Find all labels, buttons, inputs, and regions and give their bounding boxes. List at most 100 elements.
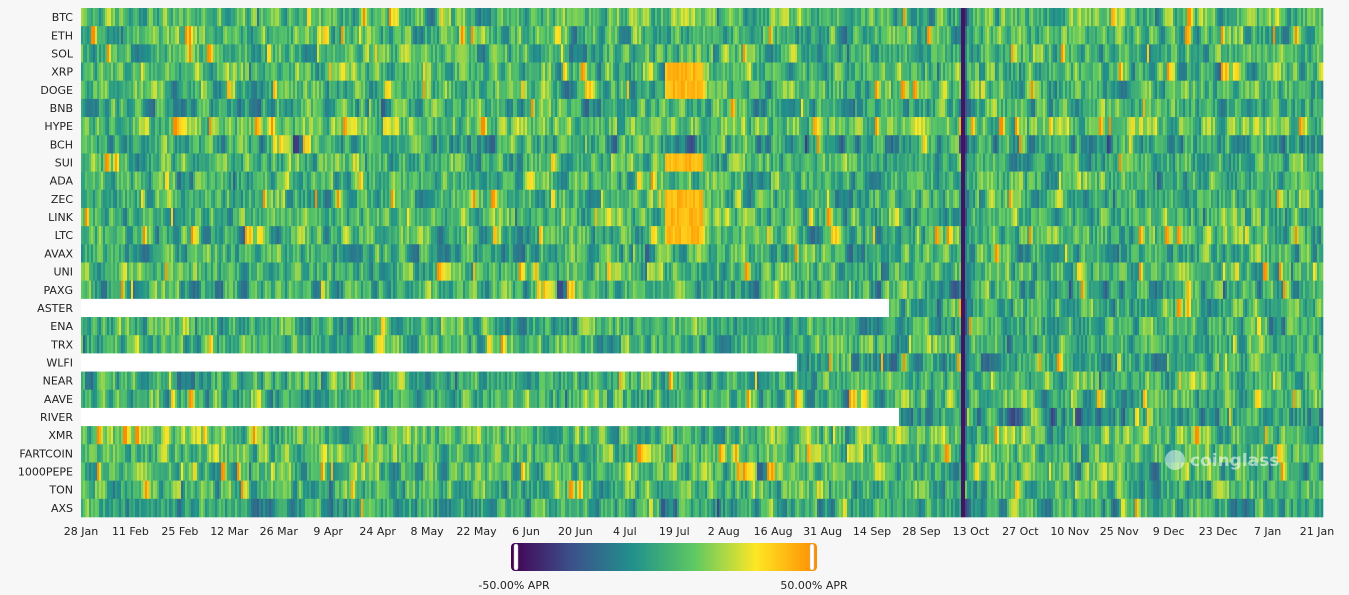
heatmap-cell[interactable] <box>563 98 566 118</box>
heatmap-cell[interactable] <box>571 80 574 100</box>
heatmap-cell[interactable] <box>129 44 132 63</box>
heatmap-cell[interactable] <box>1001 26 1004 45</box>
heatmap-cell[interactable] <box>111 26 114 45</box>
heatmap-cell[interactable] <box>363 44 366 63</box>
heatmap-cell[interactable] <box>587 8 590 27</box>
heatmap-cell[interactable] <box>1315 117 1318 136</box>
heatmap-cell[interactable] <box>1141 8 1144 27</box>
heatmap-cell[interactable] <box>953 98 956 118</box>
heatmap-cell[interactable] <box>377 44 380 63</box>
heatmap-cell[interactable] <box>1197 44 1200 63</box>
heatmap-cell[interactable] <box>637 135 640 154</box>
heatmap-cell[interactable] <box>715 80 718 100</box>
heatmap-cell[interactable] <box>113 98 116 118</box>
heatmap-cell[interactable] <box>1263 26 1266 45</box>
heatmap-cell[interactable] <box>923 135 926 154</box>
heatmap-cell[interactable] <box>909 135 912 154</box>
heatmap-cell[interactable] <box>1007 117 1010 136</box>
heatmap-cell[interactable] <box>645 117 648 136</box>
heatmap-cell[interactable] <box>865 26 868 45</box>
heatmap-cell[interactable] <box>517 44 520 63</box>
heatmap-cell[interactable] <box>733 8 736 27</box>
heatmap-cell[interactable] <box>1133 62 1136 82</box>
heatmap-cell[interactable] <box>407 98 410 118</box>
heatmap-cell[interactable] <box>759 98 762 118</box>
heatmap-cell[interactable] <box>241 80 244 100</box>
heatmap-cell[interactable] <box>169 80 172 100</box>
heatmap-cell[interactable] <box>375 8 378 27</box>
heatmap-cell[interactable] <box>319 80 322 100</box>
heatmap-cell[interactable] <box>593 135 596 154</box>
heatmap-cell[interactable] <box>1051 26 1054 45</box>
heatmap-cell[interactable] <box>621 117 624 136</box>
heatmap-cell[interactable] <box>523 135 526 154</box>
heatmap-cell[interactable] <box>973 135 976 154</box>
heatmap-cell[interactable] <box>1061 8 1064 27</box>
heatmap-cell[interactable] <box>999 135 1002 154</box>
heatmap-cell[interactable] <box>487 62 490 82</box>
heatmap-cell[interactable] <box>1137 44 1140 63</box>
heatmap-cell[interactable] <box>577 80 580 100</box>
heatmap-cell[interactable] <box>821 8 824 27</box>
heatmap-cell[interactable] <box>309 117 312 136</box>
heatmap-cell[interactable] <box>615 117 618 136</box>
heatmap-cell[interactable] <box>1075 26 1078 45</box>
heatmap-cell[interactable] <box>435 117 438 136</box>
heatmap-cell[interactable] <box>175 135 178 154</box>
heatmap-cell[interactable] <box>383 44 386 63</box>
heatmap-cell[interactable] <box>283 62 286 82</box>
heatmap-cell[interactable] <box>579 98 582 118</box>
heatmap-cell[interactable] <box>973 98 976 118</box>
heatmap-cell[interactable] <box>685 8 688 27</box>
heatmap-cell[interactable] <box>227 135 230 154</box>
heatmap-cell[interactable] <box>679 8 682 27</box>
heatmap-cell[interactable] <box>1089 26 1092 45</box>
heatmap-cell[interactable] <box>921 26 924 45</box>
heatmap-cell[interactable] <box>221 8 224 27</box>
heatmap-cell[interactable] <box>167 8 170 27</box>
heatmap-cell[interactable] <box>305 135 308 154</box>
heatmap-cell[interactable] <box>439 80 442 100</box>
heatmap-cell[interactable] <box>1303 8 1306 27</box>
heatmap-cell[interactable] <box>1099 8 1102 27</box>
heatmap-cell[interactable] <box>1319 80 1322 100</box>
heatmap-cell[interactable] <box>415 62 418 82</box>
heatmap-cell[interactable] <box>457 62 460 82</box>
heatmap-cell[interactable] <box>713 98 716 118</box>
heatmap-cell[interactable] <box>691 26 694 45</box>
heatmap-cell[interactable] <box>925 80 928 100</box>
heatmap-cell[interactable] <box>319 26 322 45</box>
heatmap-cell[interactable] <box>943 26 946 45</box>
heatmap-cell[interactable] <box>155 98 158 118</box>
heatmap-cell[interactable] <box>929 62 932 82</box>
heatmap-cell[interactable] <box>1221 8 1224 27</box>
heatmap-cell[interactable] <box>1287 135 1290 154</box>
heatmap-cell[interactable] <box>1185 8 1188 27</box>
heatmap-cell[interactable] <box>533 98 536 118</box>
heatmap-cell[interactable] <box>273 80 276 100</box>
heatmap-cell[interactable] <box>1133 80 1136 100</box>
heatmap-cell[interactable] <box>371 135 374 154</box>
heatmap-cell[interactable] <box>357 80 360 100</box>
heatmap-cell[interactable] <box>1285 8 1288 27</box>
heatmap-cell[interactable] <box>81 44 84 63</box>
heatmap-cell[interactable] <box>665 117 668 136</box>
heatmap-cell[interactable] <box>831 44 834 63</box>
heatmap-cell[interactable] <box>951 98 954 118</box>
heatmap-cell[interactable] <box>1321 80 1324 100</box>
heatmap-cell[interactable] <box>945 135 948 154</box>
heatmap-cell[interactable] <box>931 98 934 118</box>
heatmap-cell[interactable] <box>913 26 916 45</box>
heatmap-cell[interactable] <box>1005 8 1008 27</box>
heatmap-cell[interactable] <box>1159 8 1162 27</box>
heatmap-cell[interactable] <box>1213 62 1216 82</box>
heatmap-cell[interactable] <box>1111 62 1114 82</box>
heatmap-cell[interactable] <box>1227 62 1230 82</box>
heatmap-cell[interactable] <box>977 117 980 136</box>
heatmap-cell[interactable] <box>1301 80 1304 100</box>
heatmap-cell[interactable] <box>363 26 366 45</box>
heatmap-cell[interactable] <box>815 62 818 82</box>
heatmap-cell[interactable] <box>839 98 842 118</box>
heatmap-cell[interactable] <box>275 80 278 100</box>
heatmap-cell[interactable] <box>1137 8 1140 27</box>
